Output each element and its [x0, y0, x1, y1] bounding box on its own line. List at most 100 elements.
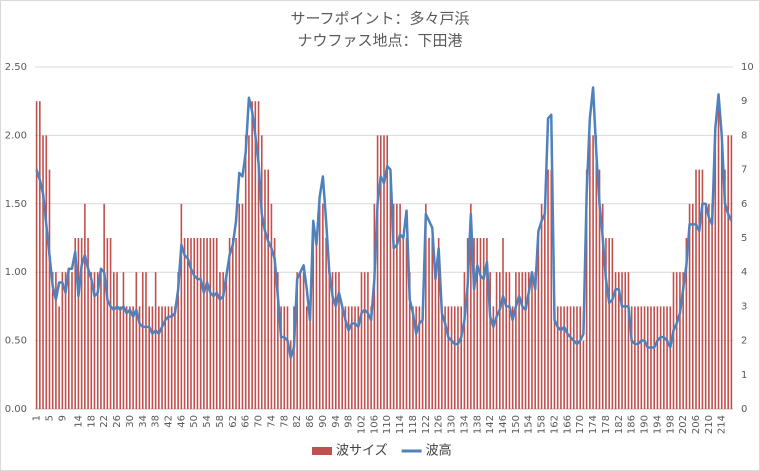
bar: [206, 238, 208, 409]
bar: [386, 135, 389, 409]
bar: [354, 306, 356, 409]
bar: [605, 238, 607, 409]
x-tick-label: 66: [241, 415, 252, 428]
bar: [492, 306, 495, 409]
x-tick-label: 178: [601, 415, 612, 434]
bar: [154, 272, 157, 409]
bar: [544, 203, 546, 409]
y2-tick-label: 9: [741, 96, 747, 107]
bar: [572, 306, 575, 409]
y2-tick-label: 10: [741, 62, 754, 73]
bar: [170, 306, 173, 409]
bar: [704, 203, 707, 409]
x-tick-label: 158: [537, 415, 548, 434]
x-tick-label: 126: [434, 415, 445, 434]
bar: [592, 135, 594, 409]
bar: [228, 238, 231, 409]
bar: [39, 101, 41, 409]
bar: [196, 238, 199, 409]
bar: [463, 272, 466, 409]
x-tick-label: 206: [691, 415, 702, 434]
bar: [412, 306, 414, 409]
bar: [624, 272, 627, 409]
x-tick-label: 138: [472, 415, 483, 434]
bar: [618, 272, 620, 409]
bar: [444, 306, 446, 409]
bar: [238, 203, 241, 409]
bar: [35, 101, 38, 409]
bar: [77, 238, 80, 409]
bar: [135, 272, 138, 409]
bar: [659, 306, 662, 409]
y2-tick-label: 3: [741, 301, 747, 312]
bar: [96, 272, 99, 409]
bar: [67, 272, 70, 409]
bar: [293, 306, 295, 409]
bar: [209, 238, 212, 409]
bar: [225, 272, 228, 409]
bar: [315, 238, 318, 409]
bar: [711, 203, 713, 409]
bar: [186, 238, 189, 409]
bar: [675, 272, 678, 409]
bar: [138, 306, 141, 409]
y-tick-label: 2.00: [5, 130, 27, 141]
bar: [161, 306, 163, 409]
y2-tick-label: 5: [741, 233, 747, 244]
x-tick-label: 150: [511, 415, 522, 434]
bar: [569, 306, 572, 409]
bar: [296, 272, 298, 409]
chart-subtitle: ナウファス地点：下田港: [297, 32, 462, 50]
x-tick-label: 202: [678, 415, 689, 434]
x-tick-label: 50: [189, 415, 200, 428]
bar: [71, 272, 73, 409]
x-tick-label: 34: [138, 415, 149, 428]
y2-tick-label: 8: [741, 130, 747, 141]
bar: [48, 169, 51, 409]
x-tick-label: 214: [717, 415, 728, 434]
bar: [286, 306, 289, 409]
bar: [299, 272, 302, 409]
x-tick-label: 90: [318, 415, 329, 428]
bar: [470, 203, 472, 409]
bar: [283, 306, 286, 409]
bar: [489, 272, 491, 409]
bar: [402, 238, 405, 409]
bar: [521, 272, 524, 409]
x-tick-label: 14: [73, 415, 84, 428]
bar: [428, 238, 430, 409]
bar: [643, 306, 646, 409]
bar: [611, 238, 614, 409]
bar: [103, 203, 105, 409]
bar: [367, 272, 369, 409]
bar: [338, 272, 340, 409]
bar: [524, 272, 527, 409]
bar: [634, 306, 636, 409]
bar: [460, 306, 462, 409]
bar: [222, 272, 224, 409]
bar: [267, 169, 270, 409]
bar: [688, 203, 691, 409]
bar: [691, 203, 694, 409]
bar: [415, 306, 417, 409]
bar: [421, 306, 424, 409]
bar: [646, 306, 649, 409]
bar: [257, 101, 260, 409]
x-tick-label: 102: [356, 415, 367, 434]
bar: [714, 135, 717, 409]
bar: [51, 272, 54, 409]
bar: [621, 272, 623, 409]
x-tick-label: 18: [86, 415, 97, 428]
x-tick-label: 194: [652, 415, 663, 434]
bar: [244, 135, 247, 409]
bar: [405, 238, 408, 409]
bar: [318, 203, 321, 409]
bar: [534, 272, 536, 409]
bar: [309, 306, 311, 409]
bar: [418, 306, 421, 409]
bar: [248, 135, 250, 409]
bar: [556, 306, 559, 409]
bar: [425, 203, 427, 409]
bar: [219, 272, 221, 409]
bar: [682, 272, 684, 409]
